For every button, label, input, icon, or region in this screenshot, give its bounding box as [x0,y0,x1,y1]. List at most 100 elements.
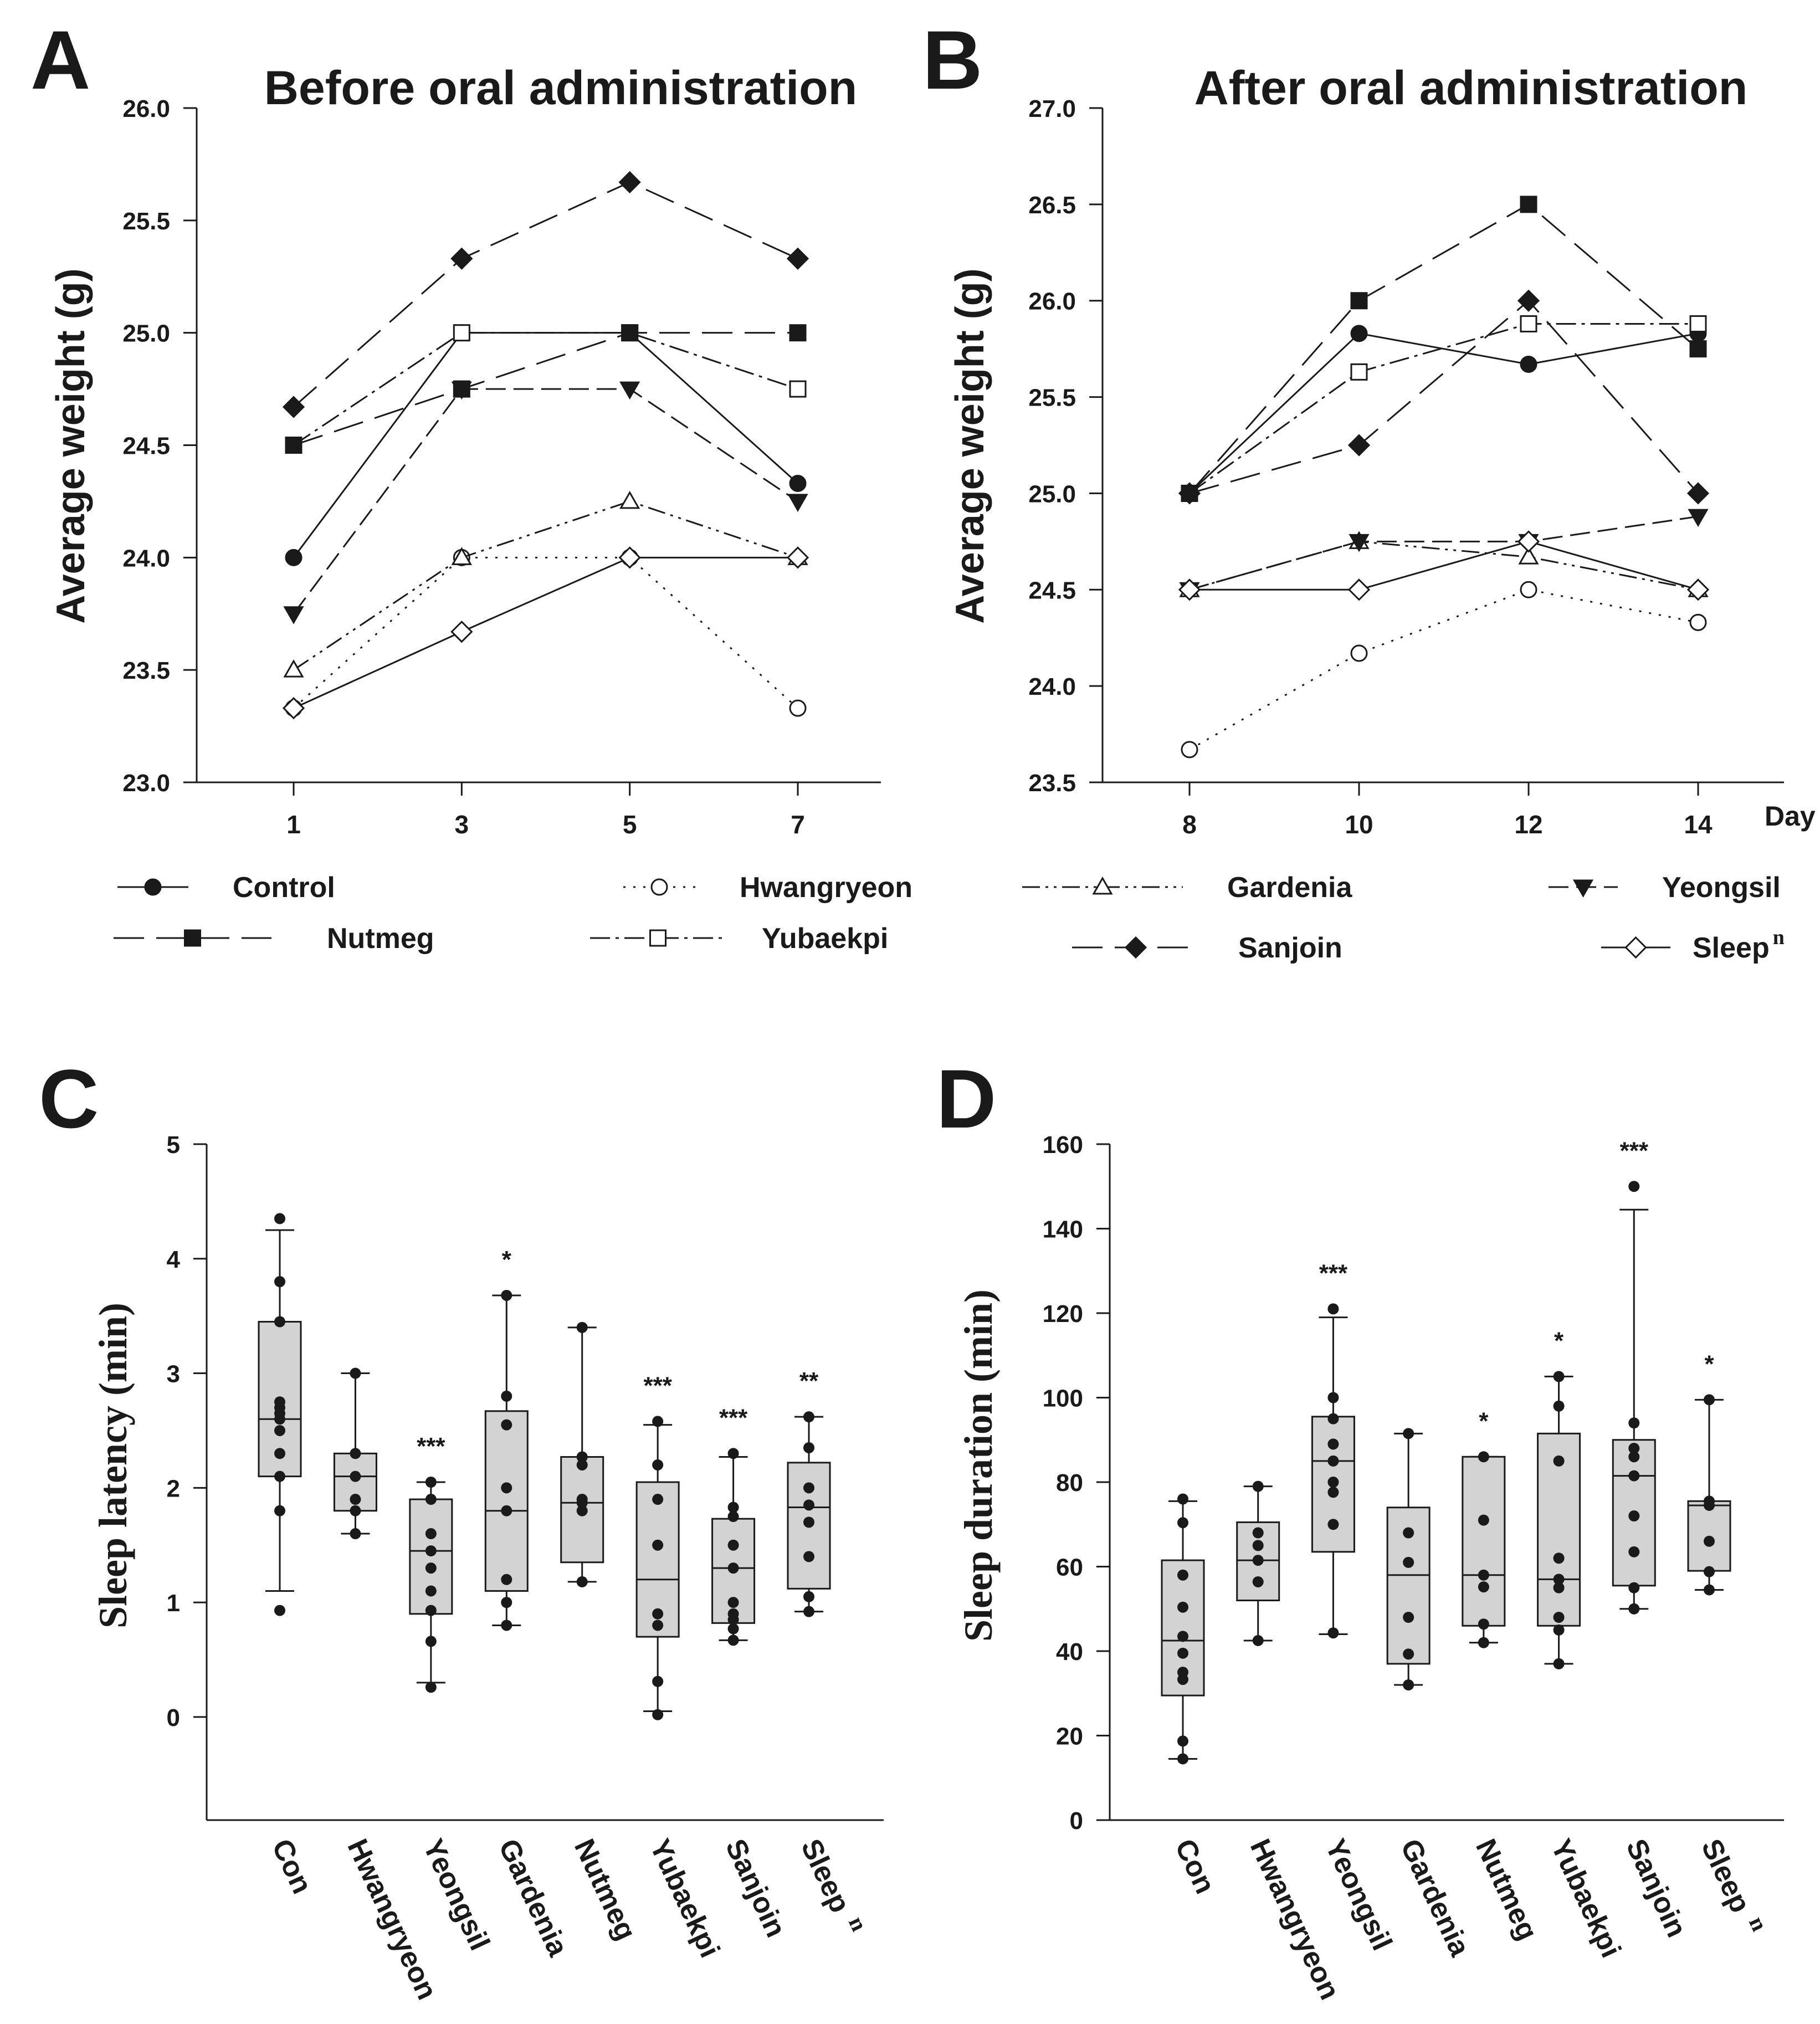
panel-c-data-point [350,1505,361,1516]
legend-item-yubaekpi: Yubaekpi [590,923,888,955]
panel-b-y-tick-label: 24.5 [1028,577,1076,604]
panel-c-data-point [803,1591,814,1602]
panel-a-y-tick-label: 25.5 [122,208,170,235]
panel-b-yeongsil-point [1349,534,1370,552]
panel-d-data-point [1177,1647,1188,1659]
panel-d-data-point [1478,1618,1489,1630]
panel-c-data-point [652,1620,664,1631]
panel-c-data-point [350,1470,361,1482]
panel-b-sleep-n-point [1178,578,1201,601]
panel-a-yeongsil-point [283,606,304,624]
legend-marker-nutmeg [184,929,201,947]
panel-c-ylabel: Sleep latency (min) [91,1303,135,1628]
panel-b-sleep-n-line [1190,540,1699,591]
legend-item-yeongsil: Yeongsil [1549,872,1781,904]
panel-c-data-point [274,1605,285,1616]
panel-b-nutmeg-point [1689,340,1707,358]
panel-c-data-point [274,1213,285,1224]
panel-d-data-point [1553,1455,1565,1467]
legend-marker-sleep-n [1624,936,1647,959]
panel-a-control-point [285,549,303,566]
panel-d-data-point [1327,1627,1339,1639]
legend-marker-yeongsil [1572,879,1594,898]
panel-c-data-point [425,1585,437,1597]
panel-a-sleep-n-point [282,697,305,720]
panel-d-data-point [1252,1480,1264,1492]
panel-a-series-sanjoin [282,171,809,418]
panel-d-data-point [1177,1631,1188,1642]
panel-c-y-tick-label: 2 [167,1475,180,1502]
legend-item-gardenia: Gardenia [1022,872,1352,904]
panel-c-box-yubaekpi: *** [635,1372,680,1720]
panel-d-significance: * [1704,1350,1714,1377]
legend-item-control: Control [117,872,335,904]
panel-c-data-point [652,1416,664,1427]
panel-c-data-point [727,1511,739,1523]
legend-marker-gardenia [1092,876,1113,895]
panel-d-data-point [1704,1566,1715,1577]
panel-d-significance: * [1479,1407,1489,1434]
panel-d-data-point [1327,1438,1339,1450]
panel-c-data-point [803,1411,814,1423]
panel-a-nutmeg-point [789,324,807,342]
panel-a-yeongsil-point [787,494,808,512]
panel-b-control-point [1350,325,1368,342]
panel-d-data-point [1628,1417,1640,1429]
panel-d-data-point [1177,1735,1188,1747]
panel-b-x-tick-label: 14 [1684,810,1713,839]
legend-item-sleep-n: Sleep n [1601,926,1785,964]
panel-d-y-tick-label: 60 [1056,1554,1083,1581]
panel-c-data-point [727,1623,739,1634]
panel-d-data-point [1478,1451,1489,1463]
panel-d-data-point [1704,1584,1715,1596]
panel-c-box-nutmeg [560,1321,604,1587]
panel-d-data-point [1403,1428,1414,1439]
panel-d-data-point [1327,1392,1339,1403]
panel-b-yeongsil-line [1189,515,1699,591]
panel-c-box-gardenia: * [484,1246,529,1631]
panel-d-data-point [1252,1634,1264,1646]
panel-b-yeongsil-point [1688,509,1709,527]
panel-a-yubaekpi-point [453,324,470,342]
panel-c-data-point [501,1482,512,1494]
panel-d-box-yeongsil: *** [1311,1259,1355,1639]
panel-c-significance: *** [643,1372,672,1399]
panel-a-sanjoin-point [282,396,305,418]
panel-d-data-point [1252,1576,1264,1587]
panel-b-nutmeg-line [1188,203,1699,494]
panel-b-series-hwangryeon [1181,581,1707,759]
panel-d-data-point [1628,1181,1640,1192]
panel-d-data-point [1177,1493,1188,1505]
legend-label-nutmeg: Nutmeg [327,923,434,955]
panel-d-data-point [1327,1487,1339,1498]
panel-d-data-point [1628,1603,1640,1615]
panel-d-box-gardenia [1386,1428,1431,1690]
panel-c-data-point [727,1634,739,1646]
panel-b-hwangryeon-point [1520,581,1537,598]
panel-d-data-point [1478,1514,1489,1526]
panel-d-data-point [1553,1371,1565,1382]
panel-b-sanjoin-point [1686,482,1710,505]
panel-c-data-point [350,1367,361,1379]
legend-label-sleep-n: Sleep n [1693,926,1785,964]
panel-b-gardenia-point [1518,546,1539,565]
panel-b-y-tick-label: 25.5 [1028,385,1076,412]
panel-c-data-point [501,1574,512,1585]
panel-d-significance: *** [1319,1259,1348,1287]
panel-c-data-point [576,1505,588,1516]
panel-d-data-point [1553,1612,1565,1623]
panel-a-control-point [789,474,807,492]
panel-b-x-tick-label: 12 [1514,810,1542,839]
panel-c-data-point [501,1390,512,1402]
panel-d-data-point [1628,1582,1640,1593]
panel-label-c: C [39,1052,99,1145]
panel-c-data-point [274,1396,285,1408]
panel-d-data-point [1177,1569,1188,1581]
panel-d-data-point [1177,1667,1188,1678]
panel-d-data-point [1252,1540,1264,1551]
panel-a-x-tick-label: 1 [286,810,301,839]
panel-a-yubaekpi-point [789,380,807,398]
panel-a-sleep-n-line [293,556,798,709]
panel-c-data-point [803,1442,814,1453]
